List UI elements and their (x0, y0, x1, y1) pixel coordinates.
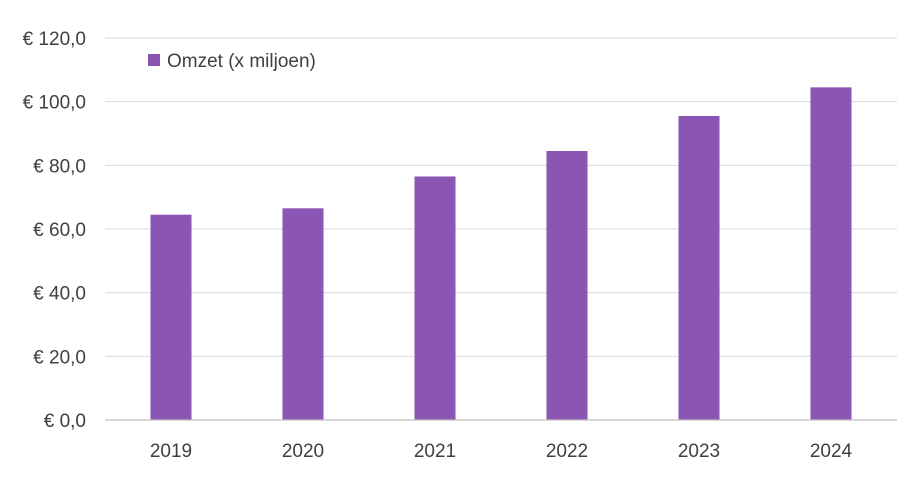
legend-label: Omzet (x miljoen) (167, 51, 316, 72)
y-tick-label: € 60,0 (33, 220, 86, 241)
legend-swatch (148, 54, 160, 66)
bar-2023 (678, 115, 720, 420)
bar-2024 (810, 87, 852, 420)
x-tick-label: 2021 (414, 441, 456, 462)
y-tick-label: € 100,0 (23, 93, 86, 114)
gridlines (105, 37, 897, 357)
x-tick-label: 2019 (150, 441, 192, 462)
x-axis: 2019 2020 2021 2022 2023 2024 (105, 419, 897, 462)
legend: Omzet (x miljoen) (148, 51, 316, 72)
y-tick-label: € 40,0 (33, 284, 86, 305)
x-tick-label: 2022 (546, 441, 588, 462)
y-axis: € 0,0 € 20,0 € 40,0 € 60,0 € 80,0 € 100,0 € 12… (23, 29, 86, 432)
x-tick-label: 2020 (282, 441, 324, 462)
y-tick-label: € 120,0 (23, 29, 86, 50)
bar-2021 (414, 176, 456, 420)
x-tick-label: 2024 (810, 441, 853, 462)
y-tick-label: € 0,0 (44, 411, 86, 432)
y-tick-label: € 80,0 (33, 156, 86, 177)
bar-2019 (150, 214, 192, 420)
bars (150, 87, 852, 420)
bar-2022 (546, 151, 588, 420)
x-tick-label: 2023 (678, 441, 720, 462)
bar-2020 (282, 208, 324, 420)
y-tick-label: € 20,0 (33, 347, 86, 368)
